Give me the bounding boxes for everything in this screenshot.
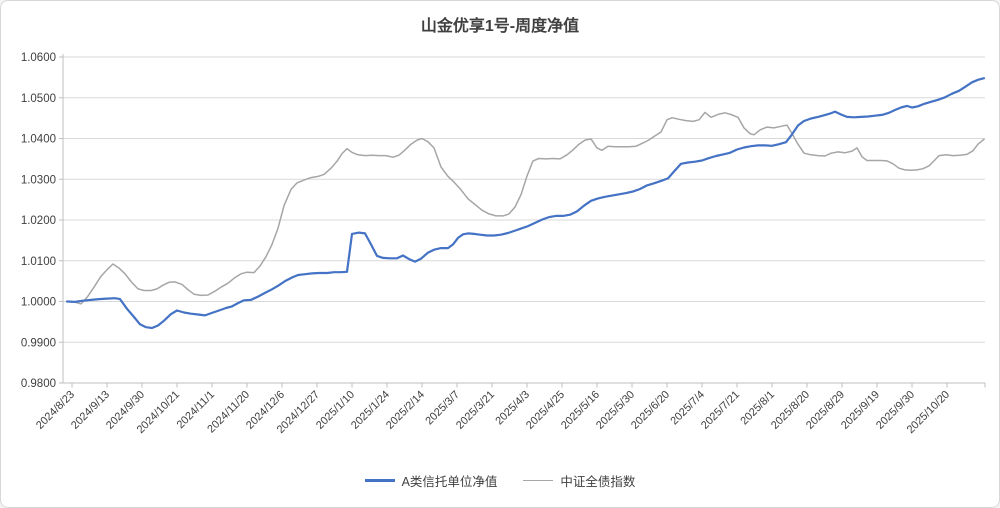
legend-line-blue (364, 479, 395, 482)
legend: A类信托单位净值 中证全债指数 (1, 471, 999, 490)
legend-item-bond-index: 中证全债指数 (523, 471, 635, 490)
y-tick-label: 1.0600 (21, 52, 56, 64)
legend-label-bond-index: 中证全债指数 (560, 475, 636, 489)
chart-title: 山金优享1号-周度净值 (420, 18, 580, 35)
x-tick-label: 2025/3/21 (454, 389, 497, 432)
y-tick-label: 1.0000 (21, 297, 56, 309)
series-line-bond-index (66, 111, 985, 305)
y-tick-label: 1.0500 (21, 93, 56, 105)
legend-item-trust-nav: A类信托单位净值 (364, 471, 498, 490)
legend-label-trust-nav: A类信托单位净值 (401, 475, 498, 489)
x-tick-label: 2025/7/21 (699, 389, 742, 432)
y-tick-label: 1.0400 (21, 134, 56, 146)
y-tick-label: 1.0200 (21, 215, 56, 227)
series-line-trust-nav (65, 77, 986, 330)
x-tick-label: 2025/2/14 (384, 389, 427, 432)
y-tick-label: 1.0300 (21, 174, 56, 186)
legend-line-gray (523, 479, 554, 482)
x-tick-label: 2025/6/20 (629, 389, 672, 432)
y-tick-label: 1.0100 (21, 256, 56, 268)
y-tick-label: 0.9900 (21, 337, 56, 349)
y-tick-label: 0.9800 (21, 378, 56, 390)
